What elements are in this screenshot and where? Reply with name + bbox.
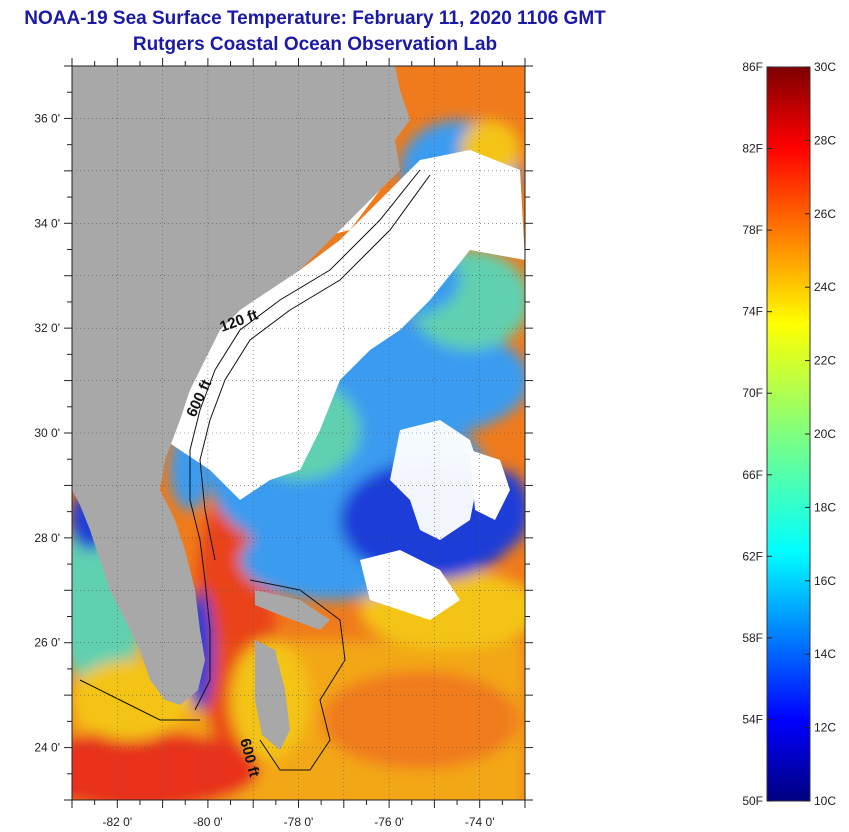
fahrenheit-tick-label: 86F — [742, 60, 763, 74]
fahrenheit-tick-label: 50F — [742, 794, 763, 808]
fahrenheit-tick-label: 66F — [742, 468, 763, 482]
celsius-tick-label: 24C — [814, 280, 836, 294]
depth-contours — [79, 169, 431, 771]
latitude-tick-label: 28 0' — [34, 531, 60, 545]
celsius-scale: 30C 28C 26C 24C 22C 20C 18C 16C 14C 12C 10C — [805, 60, 836, 808]
latitude-tick-label: 24 0' — [34, 741, 60, 755]
fahrenheit-tick-label: 54F — [742, 712, 763, 726]
fahrenheit-tick-label: 62F — [742, 549, 763, 563]
celsius-tick-label: 20C — [814, 427, 836, 441]
longitude-tick-label: -74 0' — [465, 815, 495, 829]
fahrenheit-tick-label: 78F — [742, 223, 763, 237]
celsius-tick-label: 26C — [814, 207, 836, 221]
celsius-tick-label: 22C — [814, 354, 836, 368]
sst-field: 120 ft 600 ft 600 ft — [72, 66, 525, 800]
grand-bahama — [255, 590, 330, 630]
latitude-tick-label: 30 0' — [34, 426, 60, 440]
celsius-tick-label: 12C — [814, 721, 836, 735]
celsius-tick-label: 18C — [814, 500, 836, 514]
latitude-tick-label: 36 0' — [34, 111, 60, 125]
celsius-tick-label: 16C — [814, 574, 836, 588]
latitude-tick-label: 26 0' — [34, 636, 60, 650]
fahrenheit-tick-label: 74F — [742, 305, 763, 319]
longitude-tick-label: -82 0' — [102, 815, 132, 829]
celsius-tick-label: 14C — [814, 647, 836, 661]
longitude-axis: -82 0' -80 0' -78 0' -76 0' -74 0' — [71, 58, 526, 829]
sst-map: 120 ft 600 ft 600 ft 24 0' 26 0' 28 0' 30 0… — [34, 58, 533, 829]
celsius-tick-label: 10C — [814, 794, 836, 808]
latitude-tick-label: 32 0' — [34, 321, 60, 335]
celsius-tick-label: 30C — [814, 60, 836, 74]
fahrenheit-tick-label: 58F — [742, 631, 763, 645]
fahrenheit-tick-label: 82F — [742, 142, 763, 156]
map-title: NOAA-19 Sea Surface Temperature: Februar… — [24, 8, 606, 29]
colorbar-gradient — [766, 66, 811, 802]
map-subtitle: Rutgers Coastal Ocean Observation Lab — [132, 34, 498, 55]
longitude-tick-label: -80 0' — [193, 815, 223, 829]
fahrenheit-tick-label: 70F — [742, 386, 763, 400]
longitude-tick-label: -78 0' — [284, 815, 314, 829]
longitude-tick-label: -76 0' — [374, 815, 404, 829]
land-mass — [72, 66, 410, 705]
latitude-tick-label: 34 0' — [34, 216, 60, 230]
temperature-colorbar: 86F 82F 78F 74F 70F 66F 62F 58F 54F 50F 30C 28C 26C… — [742, 60, 836, 808]
celsius-tick-label: 28C — [814, 133, 836, 147]
latitude-axis: 24 0' 26 0' 28 0' 30 0' 32 0' 34 0' 36 0' — [34, 65, 533, 801]
fahrenheit-scale: 86F 82F 78F 74F 70F 66F 62F 58F 54F 50F — [742, 60, 772, 808]
